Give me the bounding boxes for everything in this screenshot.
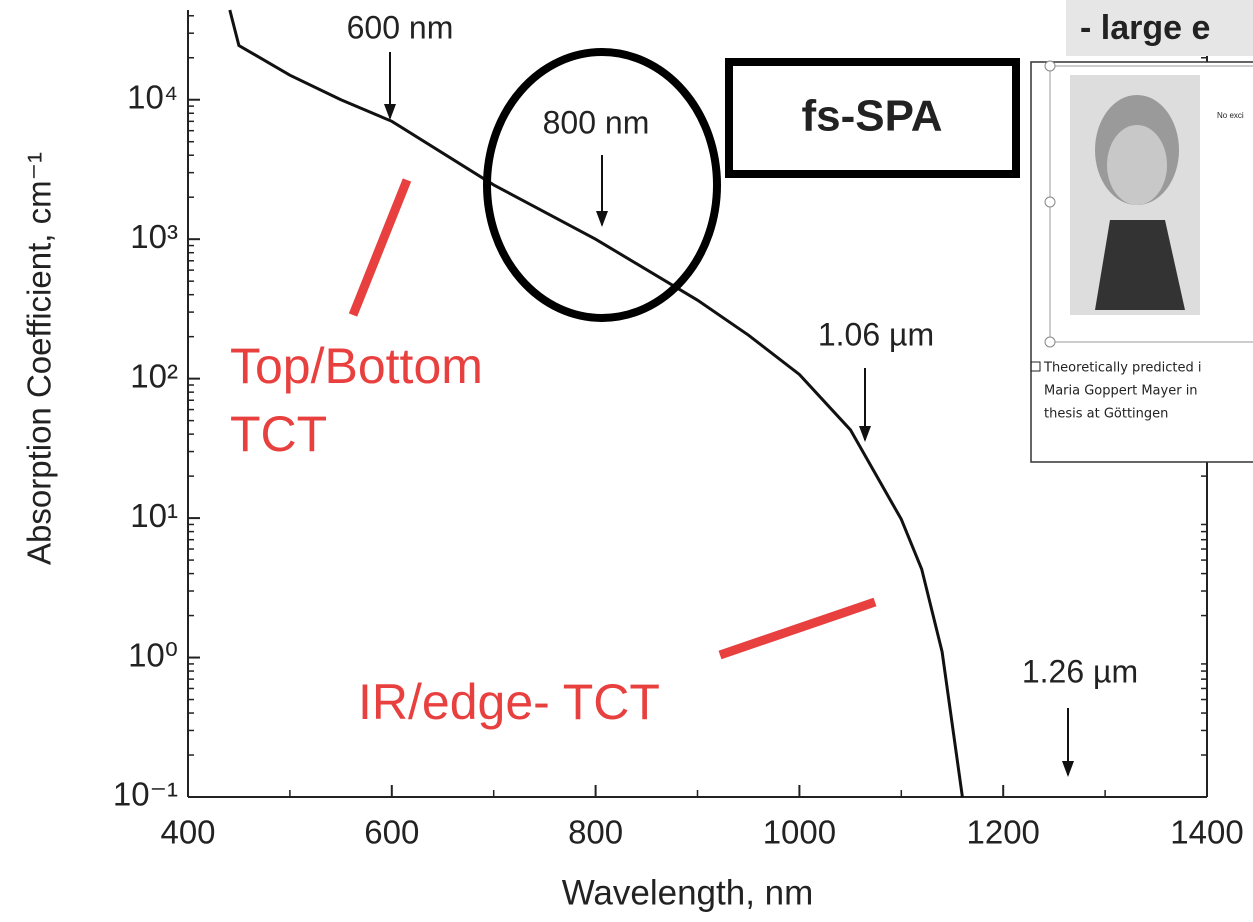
pointer-line [718,597,877,660]
y-axis-title: Absorption Coefficient, cm⁻¹ [21,152,58,565]
annotation: - large e [1080,9,1210,47]
highlight-ellipse [483,48,721,322]
x-tick-label: 800 [568,814,623,851]
annotation: IR/edge- TCT [358,674,660,730]
annotation: TCT [230,406,327,462]
header-band [1066,0,1253,56]
curve [228,9,964,798]
x-tick-label: 400 [160,814,215,851]
y-tick-label: 10⁻¹ [113,776,178,813]
y-tick-label: 10¹ [130,497,178,534]
annotation: 1.26 µm [1022,653,1138,689]
inset-caption: Maria Goppert Mayer in [1044,384,1198,399]
x-tick-label: 1200 [966,814,1039,851]
portrait-face [1107,125,1167,205]
inset: No exci Theoretically predicted i Maria … [1030,60,1253,463]
x-tick-label: 1000 [763,814,836,851]
portrait-body [1095,220,1185,310]
axes: 400 600 800 1000 1200 1400 10⁻¹ 10⁰ 10¹ 10² 10³ 10⁴… [21,9,1244,912]
inset-heading: No exci [1217,111,1244,120]
handle [1044,336,1056,348]
y-tick-label: 10⁴ [127,78,178,115]
x-axis-title: Wavelength, nm [562,873,814,912]
annotation: Top/Bottom [230,338,483,394]
annotation: fs-SPA [802,92,943,141]
pointer-line [348,178,412,317]
inset-caption: Theoretically predicted i [1043,361,1201,376]
x-tick-label: 600 [364,814,419,851]
annotation: 1.06 µm [818,316,934,352]
arrow-head [596,211,608,227]
annotations: 600 nm 800 nm 1.06 µm 1.26 µm Top/Bottom… [230,0,1253,777]
bullet [1030,361,1041,372]
label-box [725,58,1020,178]
y-tick-label: 10⁰ [128,636,178,673]
arrow-head [1062,761,1074,777]
handle [1044,60,1056,72]
annotation: 600 nm [347,9,454,45]
arrow-head [384,104,396,120]
arrow-head [859,426,871,442]
y-tick-label: 10³ [130,218,178,255]
y-tick-label: 10² [130,357,178,394]
annotation: 800 nm [543,104,650,140]
handle [1044,196,1056,208]
x-tick-label: 1400 [1170,814,1243,851]
inset-caption: thesis at Göttingen [1044,407,1168,422]
